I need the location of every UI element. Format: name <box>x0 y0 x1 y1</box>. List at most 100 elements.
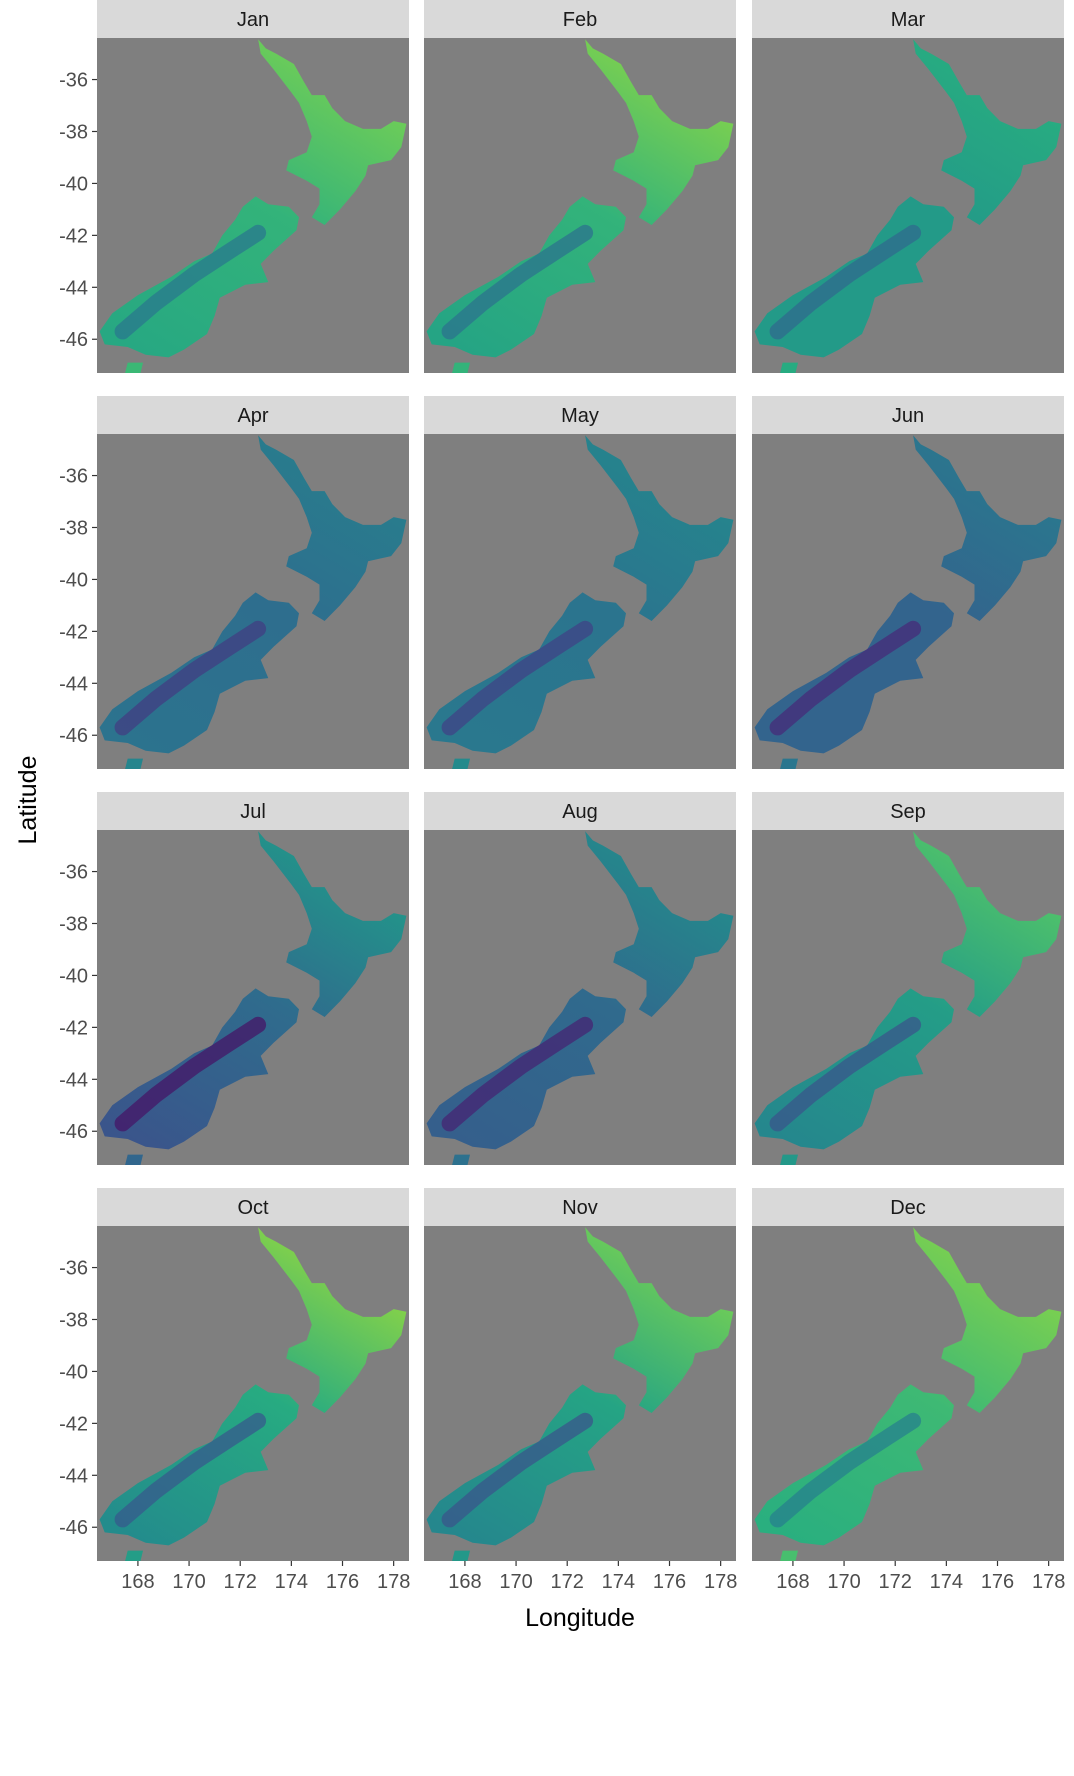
north-island-raster-jul <box>258 831 407 1017</box>
facet-panel-oct: Oct <box>97 1188 409 1561</box>
x-tick-label: 172 <box>879 1571 912 1593</box>
y-tick-label: -36 <box>59 70 88 92</box>
y-tick-label: -38 <box>59 517 88 539</box>
facet-strip-jun <box>752 396 1064 434</box>
y-axis: -36 -38 -40 -42 -44 -46 -36 -38 -40 -42 -44 -46 -36 -… <box>59 70 97 1539</box>
y-tick-label: -40 <box>59 965 88 987</box>
facet-label-sep: Sep <box>890 801 926 823</box>
y-tick-label: -44 <box>59 673 88 695</box>
y-tick-label: -40 <box>59 569 88 591</box>
facet-panels: Jan Feb Mar Apr May Jun Jul Aug Sep Oct Nov Dec <box>97 0 1064 1561</box>
north-island-raster-nov <box>585 1227 734 1413</box>
southern-alps-band-jul <box>114 1016 267 1132</box>
facet-label-jan: Jan <box>237 9 269 31</box>
facet-strip-apr <box>97 396 409 434</box>
y-tick-label: -46 <box>59 725 88 747</box>
y-tick-label: -38 <box>59 121 88 143</box>
facet-strip-aug <box>424 792 736 830</box>
stewart-island-raster-jun <box>780 758 798 769</box>
x-tick-label: 168 <box>448 1571 481 1593</box>
facet-panel-apr: Apr <box>97 396 409 769</box>
x-tick-label: 176 <box>653 1571 686 1593</box>
north-island-raster-apr <box>258 435 407 621</box>
y-tick-label: -36 <box>59 1258 88 1280</box>
x-tick-label: 170 <box>827 1571 860 1593</box>
facet-panel-feb: Feb <box>424 0 736 373</box>
x-tick-label: 178 <box>377 1571 410 1593</box>
facet-panel-mar: Mar <box>752 0 1064 373</box>
facet-label-nov: Nov <box>562 1197 598 1219</box>
southern-alps-band-may <box>441 620 594 736</box>
x-tick-label: 174 <box>930 1571 963 1593</box>
y-tick-label: -38 <box>59 1309 88 1331</box>
stewart-island-raster-aug <box>452 1154 470 1165</box>
facet-label-jul: Jul <box>240 801 266 823</box>
facet-panel-dec: Dec <box>752 1188 1064 1561</box>
y-tick-label: -44 <box>59 1465 88 1487</box>
stewart-island-raster-mar <box>780 362 798 373</box>
southern-alps-band-feb <box>441 224 594 340</box>
north-island-raster-dec <box>913 1227 1062 1413</box>
x-tick-label: 170 <box>172 1571 205 1593</box>
facet-panel-nov: Nov <box>424 1188 736 1561</box>
facet-strip-mar <box>752 0 1064 38</box>
facet-strip-may <box>424 396 736 434</box>
y-tick-label: -36 <box>59 862 88 884</box>
y-tick-label: -42 <box>59 225 88 247</box>
y-tick-label: -46 <box>59 329 88 351</box>
southern-alps-band-aug <box>441 1016 594 1132</box>
facet-label-may: May <box>561 405 599 427</box>
facet-panel-aug: Aug <box>424 792 736 1165</box>
x-tick-label: 178 <box>704 1571 737 1593</box>
y-axis-title: Latitude <box>14 756 42 845</box>
southern-alps-band-oct <box>114 1412 267 1528</box>
stewart-island-raster-feb <box>452 362 470 373</box>
facet-label-oct: Oct <box>237 1197 269 1219</box>
facet-strip-nov <box>424 1188 736 1226</box>
facet-label-dec: Dec <box>890 1197 926 1219</box>
y-tick-label: -44 <box>59 277 88 299</box>
facet-strip-dec <box>752 1188 1064 1226</box>
north-island-raster-oct <box>258 1227 407 1413</box>
stewart-island-raster-nov <box>452 1550 470 1561</box>
facet-panel-sep: Sep <box>752 792 1064 1165</box>
north-island-raster-feb <box>585 39 734 225</box>
southern-alps-band-dec <box>769 1412 922 1528</box>
x-tick-label: 178 <box>1032 1571 1065 1593</box>
stewart-island-raster-sep <box>780 1154 798 1165</box>
facet-strip-jan <box>97 0 409 38</box>
y-tick-label: -40 <box>59 173 88 195</box>
x-axis-title: Longitude <box>525 1604 635 1632</box>
x-tick-label: 170 <box>499 1571 532 1593</box>
y-tick-label: -36 <box>59 466 88 488</box>
y-tick-label: -46 <box>59 1517 88 1539</box>
y-tick-label: -40 <box>59 1361 88 1383</box>
stewart-island-raster-may <box>452 758 470 769</box>
facet-strip-oct <box>97 1188 409 1226</box>
x-tick-label: 172 <box>224 1571 257 1593</box>
facet-label-jun: Jun <box>892 405 924 427</box>
x-axis: 168 170 172 174 176 178 168 170 172 174 176 178 168 1… <box>121 1561 1065 1593</box>
facet-panel-jun: Jun <box>752 396 1064 769</box>
y-tick-label: -42 <box>59 1017 88 1039</box>
y-tick-label: -46 <box>59 1121 88 1143</box>
facet-label-apr: Apr <box>237 405 268 427</box>
y-tick-label: -44 <box>59 1069 88 1091</box>
x-tick-label: 168 <box>121 1571 154 1593</box>
x-tick-label: 174 <box>275 1571 308 1593</box>
southern-alps-band-apr <box>114 620 267 736</box>
x-tick-label: 176 <box>981 1571 1014 1593</box>
north-island-raster-aug <box>585 831 734 1017</box>
facet-label-feb: Feb <box>563 9 597 31</box>
stewart-island-raster-dec <box>780 1550 798 1561</box>
southern-alps-band-jan <box>114 224 267 340</box>
y-tick-label: -42 <box>59 621 88 643</box>
x-tick-label: 172 <box>551 1571 584 1593</box>
north-island-raster-mar <box>913 39 1062 225</box>
stewart-island-raster-jul <box>125 1154 143 1165</box>
north-island-raster-jun <box>913 435 1062 621</box>
stewart-island-raster-apr <box>125 758 143 769</box>
facet-strip-sep <box>752 792 1064 830</box>
facet-label-aug: Aug <box>562 801 598 823</box>
north-island-raster-jan <box>258 39 407 225</box>
